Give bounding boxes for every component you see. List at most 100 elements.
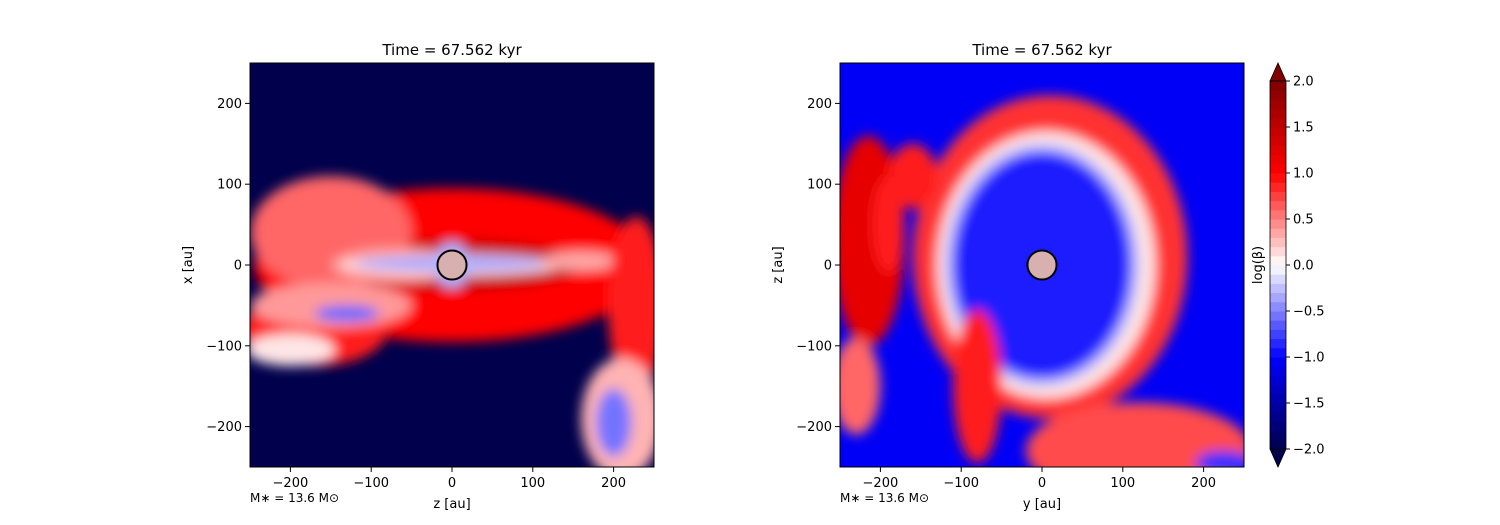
- colorbar-band: [1270, 209, 1286, 220]
- right-title: Time = 67.562 kyr: [971, 41, 1112, 59]
- left-ytick-label: 0: [234, 259, 242, 274]
- left-ylabel: x [au]: [181, 246, 196, 284]
- right-sink-particle: [1026, 249, 1058, 281]
- colorbar-band: [1270, 311, 1286, 321]
- left-heatmap: [250, 63, 654, 467]
- colorbar-band: [1270, 274, 1286, 284]
- left-y-ticks: −200 −100 0 100 200: [206, 97, 250, 435]
- left-xtick-label: 200: [601, 476, 626, 491]
- colorbar-band: [1270, 99, 1286, 110]
- left-xtick-label: 0: [448, 476, 456, 491]
- left-ytick-label: 100: [217, 178, 242, 193]
- colorbar-band: [1270, 163, 1286, 174]
- right-ytick-label: 0: [824, 259, 832, 274]
- colorbar-band: [1270, 439, 1286, 450]
- left-field-region-13: [595, 388, 632, 457]
- left-ytick-label: 200: [217, 97, 242, 112]
- colorbar-tick-label: −2.0: [1293, 443, 1325, 458]
- colorbar-band: [1270, 403, 1286, 413]
- colorbar-band: [1270, 255, 1286, 266]
- colorbar-band: [1270, 108, 1286, 119]
- left-x-ticks: −200 −100 0 100 200: [273, 467, 626, 491]
- left-field-region-9: [250, 282, 412, 329]
- colorbar-band: [1270, 81, 1286, 91]
- left-sink-particle: [436, 249, 468, 281]
- colorbar-band: [1270, 154, 1286, 165]
- colorbar-band: [1270, 136, 1286, 146]
- left-xtick-label: −200: [273, 476, 309, 491]
- left-field-region-10: [314, 305, 380, 322]
- left-xtick-label: −100: [353, 476, 389, 491]
- colorbar-band: [1270, 301, 1286, 312]
- right-xlabel: y [au]: [1023, 497, 1061, 512]
- colorbar-band: [1270, 145, 1286, 156]
- colorbar-band: [1270, 338, 1286, 349]
- left-field-region-11: [607, 216, 654, 395]
- colorbar-label: log(β): [1251, 246, 1266, 284]
- left-ytick-label: −100: [206, 339, 242, 354]
- right-ytick-label: −100: [796, 339, 832, 354]
- right-xtick-label: −200: [863, 476, 899, 491]
- right-x-ticks: −200 −100 0 100 200: [863, 467, 1216, 491]
- right-ytick-label: 100: [807, 178, 832, 193]
- colorbar-band: [1270, 347, 1286, 358]
- colorbar-tick-label: −1.0: [1293, 351, 1325, 366]
- right-xtick-label: 200: [1191, 476, 1216, 491]
- colorbar-ticks: 2.0 1.5 1.0 0.5 0.0 −0.5 −1.0 −1.5 −2.0: [1286, 75, 1325, 458]
- colorbar-tick-label: 1.0: [1293, 167, 1314, 182]
- colorbar-extend-max: [1269, 62, 1287, 82]
- colorbar-band: [1270, 117, 1286, 128]
- right-heatmap: [840, 63, 1244, 467]
- panel-left: Time = 67.562 kyr −200 −100 0 100 200 −200 −1…: [181, 41, 655, 512]
- colorbar-tick-label: −1.5: [1293, 397, 1325, 412]
- colorbar-band: [1270, 228, 1286, 238]
- right-field-region-7: [872, 176, 905, 274]
- colorbar-tick-label: 0.0: [1293, 259, 1314, 274]
- left-ytick-label: −200: [206, 420, 242, 435]
- colorbar-band: [1270, 384, 1286, 395]
- colorbar-band: [1270, 200, 1286, 211]
- colorbar: 2.0 1.5 1.0 0.5 0.0 −0.5 −1.0 −1.5 −2.0 log(β): [1251, 62, 1325, 468]
- colorbar-band: [1270, 292, 1286, 303]
- colorbar-tick-label: 0.5: [1293, 213, 1314, 228]
- colorbar-tick-label: 1.5: [1293, 121, 1314, 136]
- colorbar-tick-label: −0.5: [1293, 305, 1325, 320]
- colorbar-band: [1270, 357, 1286, 367]
- colorbar-band: [1270, 182, 1286, 192]
- colorbar-band: [1270, 237, 1286, 248]
- colorbar-band: [1270, 421, 1286, 432]
- colorbar-band: [1270, 173, 1286, 183]
- left-xlabel: z [au]: [433, 497, 470, 512]
- colorbar-band: [1270, 283, 1286, 294]
- left-mass-annotation: M∗ = 13.6 M⊙: [250, 491, 339, 505]
- right-field-region-6: [888, 143, 937, 209]
- right-mass-annotation: M∗ = 13.6 M⊙: [840, 491, 929, 505]
- colorbar-band: [1270, 320, 1286, 330]
- right-xtick-label: 100: [1110, 476, 1135, 491]
- right-ytick-label: −200: [796, 420, 832, 435]
- right-ylabel: z [au]: [771, 246, 786, 283]
- right-xtick-label: −100: [943, 476, 979, 491]
- right-ytick-label: 200: [807, 97, 832, 112]
- left-field-region-6: [540, 251, 622, 271]
- colorbar-band: [1270, 329, 1286, 340]
- left-xtick-label: 100: [520, 476, 545, 491]
- colorbar-band: [1270, 412, 1286, 422]
- colorbar-bands: [1270, 81, 1286, 450]
- colorbar-band: [1270, 393, 1286, 404]
- right-field-region-11: [1195, 450, 1244, 467]
- colorbar-band: [1270, 375, 1286, 386]
- colorbar-band: [1270, 191, 1286, 202]
- panel-right: Time = 67.562 kyr −200 −100 0 100 200 −200 −1…: [771, 41, 1245, 512]
- left-field-region-8: [250, 333, 335, 366]
- right-xtick-label: 0: [1038, 476, 1046, 491]
- colorbar-tick-label: 2.0: [1293, 75, 1314, 90]
- colorbar-band: [1270, 366, 1286, 376]
- right-field-region-9: [840, 337, 881, 435]
- colorbar-band: [1270, 127, 1286, 137]
- colorbar-band: [1270, 246, 1286, 257]
- colorbar-band: [1270, 90, 1286, 100]
- colorbar-extend-min: [1269, 448, 1287, 468]
- colorbar-band: [1270, 265, 1286, 275]
